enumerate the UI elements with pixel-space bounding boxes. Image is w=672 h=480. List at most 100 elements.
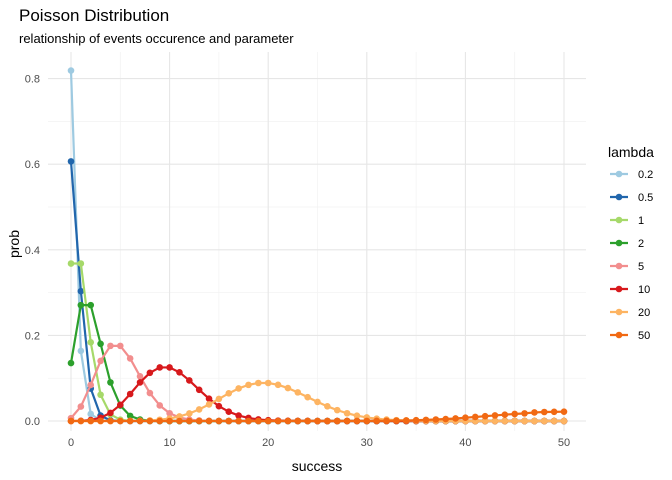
data-point <box>117 342 124 350</box>
data-point <box>77 301 85 309</box>
data-point <box>274 417 282 425</box>
data-point <box>186 417 193 425</box>
data-point <box>294 389 302 396</box>
x-tick-label: 40 <box>459 437 471 449</box>
data-point <box>205 395 213 402</box>
legend-item-10: 10 <box>610 284 650 296</box>
legend-label: 20 <box>638 307 650 319</box>
data-point <box>117 401 124 409</box>
legend-item-1: 1 <box>610 215 644 227</box>
data-point <box>77 347 85 355</box>
data-point <box>97 357 104 365</box>
data-point <box>521 417 528 425</box>
legend-item-0.5: 0.5 <box>610 192 653 204</box>
data-point <box>540 408 548 416</box>
data-point <box>225 417 233 425</box>
x-tick-label: 50 <box>558 437 570 449</box>
data-point <box>205 417 213 425</box>
legend-key-point <box>615 285 623 293</box>
data-point <box>521 410 528 417</box>
data-point <box>67 417 75 425</box>
data-point <box>126 355 134 362</box>
data-point <box>481 417 489 425</box>
data-point <box>97 417 104 425</box>
data-point <box>501 417 509 425</box>
data-point <box>255 417 262 425</box>
legend-item-50: 50 <box>610 330 650 342</box>
data-point <box>176 413 183 420</box>
data-point <box>245 417 252 425</box>
data-point <box>87 338 95 346</box>
y-tick-label: 0.6 <box>25 159 40 171</box>
data-point <box>550 417 558 425</box>
legend-key-point <box>615 239 623 247</box>
x-tick-label: 0 <box>68 437 74 449</box>
data-point <box>294 417 302 425</box>
series-50 <box>67 408 568 425</box>
data-point <box>452 415 459 422</box>
y-tick-label: 0.2 <box>25 330 40 342</box>
data-point <box>87 301 95 309</box>
data-point <box>136 379 144 386</box>
data-point <box>412 416 420 424</box>
data-point <box>383 417 390 425</box>
data-point <box>462 414 469 422</box>
data-point <box>235 412 242 419</box>
data-point <box>136 417 144 425</box>
legend-item-20: 20 <box>610 307 650 319</box>
data-point <box>215 402 223 410</box>
data-point <box>491 412 499 419</box>
data-point <box>156 402 164 409</box>
data-point <box>560 408 568 415</box>
data-point <box>324 417 331 425</box>
legend: lambda 0.2 0.5 1 2 5 10 20 50 <box>608 144 654 342</box>
data-point <box>77 417 85 425</box>
legend-label: 50 <box>638 330 650 342</box>
legend-key-point <box>615 216 623 224</box>
data-point <box>422 416 430 424</box>
data-point <box>176 369 183 376</box>
data-point <box>117 417 124 425</box>
legend-item-0.2: 0.2 <box>610 169 653 181</box>
x-axis-ticks: 0 10 20 30 40 50 <box>68 437 570 449</box>
data-point <box>343 417 351 425</box>
legend-key-point <box>615 308 623 316</box>
data-point <box>245 381 252 389</box>
data-point <box>195 406 203 413</box>
data-point <box>107 409 114 417</box>
data-point <box>343 409 351 417</box>
data-point <box>560 417 568 425</box>
chart-title: Poisson Distribution <box>19 6 169 25</box>
data-point <box>67 260 75 267</box>
data-point <box>156 364 164 371</box>
data-point <box>107 342 114 350</box>
data-point <box>402 417 410 424</box>
data-point <box>166 409 173 417</box>
data-point <box>77 260 85 267</box>
data-point <box>215 395 223 403</box>
data-point <box>126 412 134 420</box>
data-point <box>107 379 114 386</box>
data-point <box>324 403 331 410</box>
y-tick-label: 0.4 <box>25 245 40 257</box>
legend-label: 10 <box>638 284 650 296</box>
data-point <box>304 393 311 401</box>
data-point <box>550 408 558 416</box>
data-point <box>393 417 400 424</box>
legend-key-point <box>615 170 623 178</box>
legend-label: 2 <box>638 238 644 250</box>
data-point <box>195 417 203 425</box>
chart-subtitle: relationship of events occurence and par… <box>19 31 294 46</box>
data-point <box>97 340 104 348</box>
data-point <box>126 417 134 425</box>
data-point <box>126 390 134 398</box>
x-tick-label: 10 <box>163 437 175 449</box>
legend-item-5: 5 <box>610 261 644 273</box>
data-point <box>511 410 518 418</box>
data-point <box>87 381 95 389</box>
data-point <box>481 412 489 420</box>
data-point <box>333 417 341 425</box>
data-point <box>146 369 154 377</box>
data-point <box>186 410 193 417</box>
